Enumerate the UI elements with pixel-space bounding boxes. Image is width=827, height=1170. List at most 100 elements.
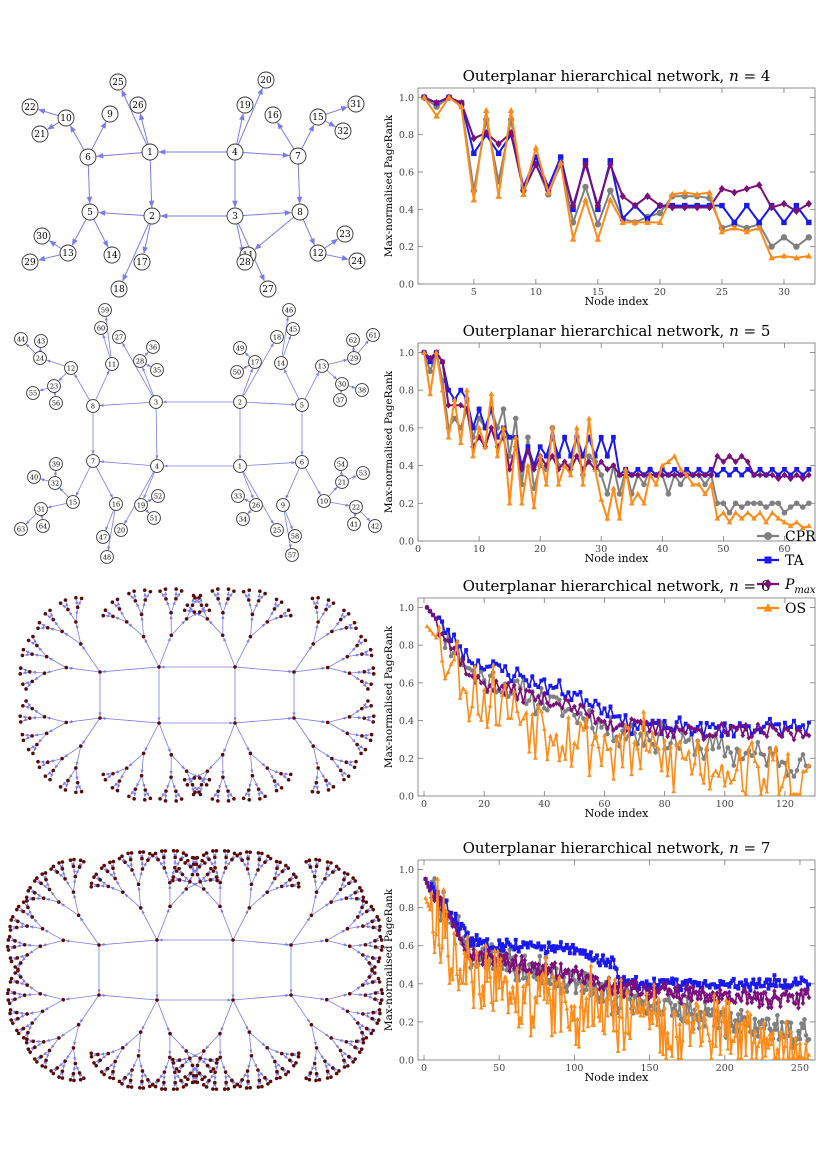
data-point xyxy=(584,954,589,959)
node xyxy=(333,393,347,407)
data-point xyxy=(432,876,437,881)
data-point xyxy=(739,1055,744,1060)
network-n4: 1234567891011121314151617181920212223242… xyxy=(21,71,366,298)
data-point xyxy=(787,475,794,483)
node xyxy=(21,738,26,743)
edge xyxy=(347,925,361,930)
node xyxy=(288,772,293,777)
node xyxy=(150,363,164,377)
node xyxy=(75,780,80,785)
node xyxy=(369,653,374,658)
node-label: 23 xyxy=(50,382,58,390)
node xyxy=(371,666,376,670)
node xyxy=(36,759,40,764)
data-point xyxy=(585,952,590,957)
node xyxy=(240,1077,244,1082)
data-point xyxy=(721,979,726,984)
node xyxy=(151,489,165,503)
data-point xyxy=(769,500,776,507)
node-label: 45 xyxy=(289,325,297,333)
edge xyxy=(114,767,127,774)
edge xyxy=(33,672,45,681)
data-point xyxy=(514,696,520,703)
node xyxy=(15,1028,19,1033)
node-label: 15 xyxy=(312,113,324,123)
node xyxy=(291,1063,296,1068)
node xyxy=(111,614,115,619)
node xyxy=(342,871,347,875)
node xyxy=(342,777,346,782)
data-point xyxy=(693,190,701,197)
node xyxy=(245,1069,250,1073)
data-point xyxy=(594,235,602,242)
data-point xyxy=(637,986,642,991)
node xyxy=(211,1087,215,1091)
node xyxy=(163,799,168,803)
edge xyxy=(290,917,311,946)
edge xyxy=(349,670,363,674)
node xyxy=(295,398,309,412)
data-point xyxy=(454,639,460,644)
data-point xyxy=(764,789,770,794)
pagerank-chart-n5: Outerplanar hierarchical network, n = 50… xyxy=(383,322,816,565)
node xyxy=(120,1082,124,1086)
node xyxy=(76,1022,81,1027)
node xyxy=(355,643,359,648)
node xyxy=(160,849,164,853)
node-label: 5 xyxy=(87,208,93,218)
node xyxy=(49,396,63,410)
data-point xyxy=(769,471,776,479)
node xyxy=(375,1021,380,1025)
node xyxy=(192,1080,196,1084)
data-point xyxy=(557,757,562,763)
node xyxy=(259,280,277,298)
edge xyxy=(99,401,157,407)
data-point xyxy=(766,1016,771,1022)
data-point xyxy=(690,481,696,487)
node xyxy=(246,856,250,861)
node xyxy=(203,861,207,865)
edge xyxy=(250,623,266,637)
node xyxy=(191,862,196,867)
edge xyxy=(81,717,101,745)
node xyxy=(236,512,250,526)
node xyxy=(379,998,384,1002)
legend-label: TA xyxy=(785,553,805,569)
edge xyxy=(347,1011,357,1022)
data-point xyxy=(671,734,676,740)
data-point xyxy=(522,953,528,959)
node xyxy=(257,1078,262,1083)
node xyxy=(369,704,373,708)
node xyxy=(359,706,364,711)
y-tick-label: 1.0 xyxy=(399,348,414,359)
data-point xyxy=(805,252,812,259)
data-point xyxy=(728,750,734,755)
node xyxy=(359,679,364,684)
node xyxy=(51,768,56,773)
node xyxy=(186,858,190,863)
node xyxy=(138,850,142,855)
node-label: 3 xyxy=(154,398,158,406)
data-point xyxy=(581,951,586,956)
node xyxy=(195,872,200,877)
data-point xyxy=(488,390,495,397)
node xyxy=(143,788,148,792)
edge xyxy=(250,753,266,767)
data-point xyxy=(668,726,673,733)
node xyxy=(157,721,161,725)
data-point xyxy=(537,992,543,998)
node xyxy=(226,587,231,591)
data-point xyxy=(687,1042,693,1047)
data-point xyxy=(659,466,665,472)
data-point xyxy=(523,975,529,981)
node-label: 17 xyxy=(136,258,148,268)
data-point xyxy=(500,942,505,947)
node xyxy=(347,715,352,719)
node xyxy=(28,886,32,890)
node xyxy=(215,878,219,883)
node-label: 47 xyxy=(99,533,107,541)
data-point xyxy=(619,218,626,225)
data-point xyxy=(644,215,651,222)
data-point xyxy=(587,772,592,778)
node xyxy=(89,881,94,886)
